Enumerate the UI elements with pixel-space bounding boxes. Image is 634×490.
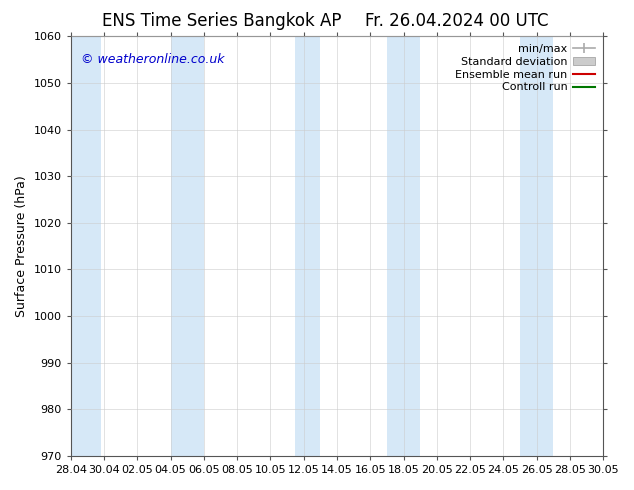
Text: ENS Time Series Bangkok AP: ENS Time Series Bangkok AP bbox=[102, 12, 342, 30]
Legend: min/max, Standard deviation, Ensemble mean run, Controll run: min/max, Standard deviation, Ensemble me… bbox=[453, 42, 598, 95]
Bar bbox=[295, 36, 320, 456]
Text: © weatheronline.co.uk: © weatheronline.co.uk bbox=[81, 53, 225, 66]
Bar bbox=[71, 36, 101, 456]
Bar bbox=[171, 36, 204, 456]
Bar bbox=[520, 36, 553, 456]
Y-axis label: Surface Pressure (hPa): Surface Pressure (hPa) bbox=[15, 175, 28, 317]
Text: Fr. 26.04.2024 00 UTC: Fr. 26.04.2024 00 UTC bbox=[365, 12, 548, 30]
Bar bbox=[387, 36, 420, 456]
